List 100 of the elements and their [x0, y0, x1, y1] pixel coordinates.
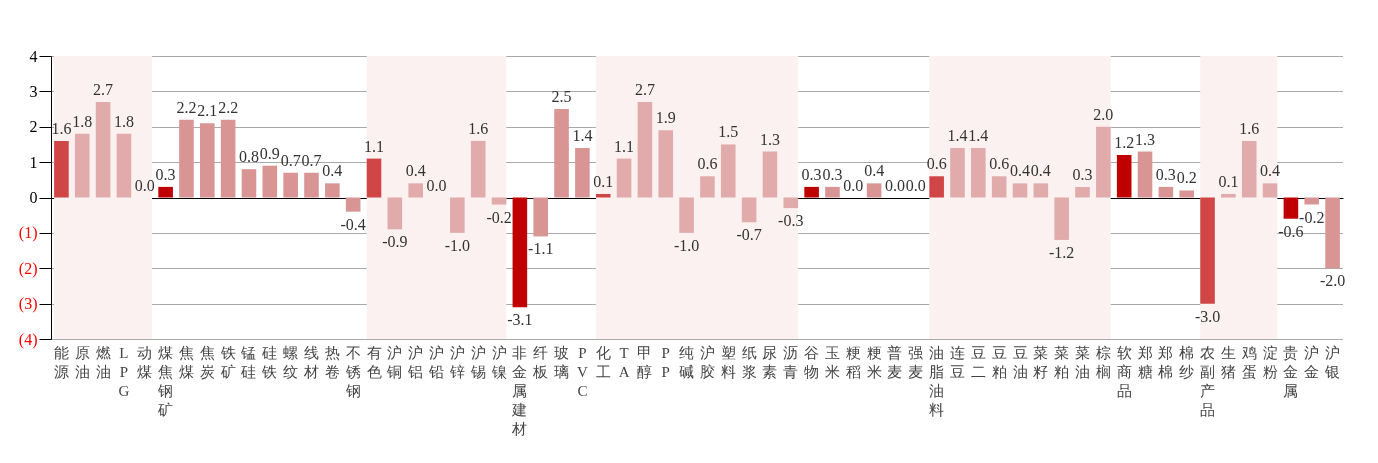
x-tick-label: 螺纹	[283, 344, 299, 380]
bar	[200, 123, 215, 198]
data-label: 1.4	[968, 126, 989, 144]
bar	[54, 140, 69, 198]
x-tick-label: 沪锡	[469, 344, 486, 380]
data-label: -0.2	[486, 208, 512, 226]
bar	[179, 119, 194, 198]
data-label: -0.7	[736, 226, 762, 244]
x-tick-label: 原油	[74, 344, 90, 380]
data-label: -2.0	[1319, 272, 1346, 290]
bar	[408, 183, 423, 198]
data-label: 1.3	[759, 130, 780, 148]
x-tick-label: 粳稻	[845, 344, 861, 380]
data-label: 1.5	[718, 123, 739, 141]
y-tick-label: 3	[29, 82, 38, 100]
bar	[1096, 126, 1111, 198]
x-tick-label: 甲醇	[637, 344, 653, 380]
bar	[450, 197, 465, 233]
bar	[700, 176, 715, 198]
y-tick-label: (1)	[18, 224, 38, 243]
bar	[616, 158, 632, 198]
x-tick-label: 沪胶	[699, 344, 715, 380]
data-label: 0.0	[905, 176, 926, 194]
x-tick-label: 化工	[595, 344, 611, 380]
data-label: 1.2	[1114, 134, 1135, 152]
x-tick-label: 沪银	[1324, 344, 1341, 380]
data-label: 0.4	[864, 162, 885, 180]
data-label: 0.9	[259, 144, 280, 162]
bar	[74, 133, 90, 198]
x-tick-label: 锰硅	[240, 344, 257, 380]
data-label: 1.4	[572, 126, 593, 144]
bar	[971, 147, 986, 198]
x-tick-label: 贵金属	[1283, 344, 1299, 399]
data-label: 1.6	[468, 119, 489, 137]
x-tick-label: 热卷	[324, 344, 340, 380]
x-tick-label: 菜粕	[1054, 344, 1070, 380]
data-label: 2.2	[218, 98, 239, 116]
data-label: 1.6	[51, 119, 72, 137]
data-label: 0.4	[405, 162, 426, 180]
data-label: 0.0	[426, 176, 447, 194]
bar	[804, 186, 819, 198]
data-label: 0.3	[1072, 165, 1093, 183]
data-label: 1.6	[1239, 119, 1260, 137]
bar	[929, 176, 944, 198]
bar	[720, 144, 736, 198]
x-tick-label: 纯碱	[679, 344, 695, 380]
y-tick-label: 4	[29, 47, 38, 65]
bar	[1200, 197, 1215, 304]
x-tick-label: 软商品	[1116, 344, 1132, 399]
bar	[533, 197, 548, 237]
x-tick-label: 塑料	[720, 344, 736, 380]
bar	[1116, 155, 1132, 198]
x-tick-label: 焦炭	[199, 344, 215, 380]
bar	[575, 147, 590, 198]
x-tick-label: 焦煤	[178, 344, 194, 380]
bar	[1075, 186, 1090, 198]
x-tick-label: 菜油	[1075, 344, 1091, 380]
bar	[825, 186, 840, 198]
bar	[1262, 183, 1278, 198]
bar	[262, 165, 278, 198]
bar	[1033, 183, 1049, 198]
bar	[783, 197, 799, 209]
x-tick-label: 非金属建材	[511, 344, 528, 437]
data-label: 0.0	[843, 176, 864, 194]
x-tick-label: 动煤	[137, 344, 153, 380]
bar	[741, 197, 757, 223]
bar	[866, 183, 882, 198]
x-tick-label: 棉纱	[1179, 344, 1195, 380]
data-label: 2.1	[197, 102, 218, 120]
data-label: 1.1	[614, 137, 635, 155]
bar	[1012, 183, 1028, 198]
x-tick-label: 沪镍	[490, 344, 507, 380]
bar	[637, 101, 653, 198]
bar	[762, 151, 778, 198]
x-tick-label: TA	[618, 344, 630, 380]
bar	[679, 197, 694, 233]
data-label: 0.4	[322, 162, 343, 180]
data-label: 2.7	[93, 80, 114, 98]
data-label: 0.8	[238, 148, 259, 166]
x-tick-label: 沪铜	[386, 344, 403, 380]
data-label: 0.3	[155, 165, 176, 183]
bar	[554, 109, 569, 198]
data-label: 2.0	[1093, 105, 1114, 123]
bar	[325, 183, 340, 198]
data-label: -1.0	[444, 236, 471, 254]
x-tick-label: 有色	[366, 344, 382, 380]
x-tick-label: 沪铝	[407, 344, 424, 380]
x-tick-label: 鸡蛋	[1240, 344, 1257, 380]
bar	[345, 197, 361, 212]
x-tick-label: 燃油	[95, 344, 111, 380]
data-label: 0.6	[926, 155, 947, 173]
bar	[1283, 197, 1299, 219]
x-tick-label: 能源	[53, 344, 69, 380]
bar	[1137, 151, 1153, 198]
x-tick-label: 煤焦钢矿	[157, 344, 174, 418]
y-tick-label: 2	[29, 118, 38, 136]
x-tick-label: 铁矿	[219, 344, 236, 380]
x-tick-label: 沪铅	[428, 344, 445, 380]
data-label: 1.4	[947, 126, 968, 144]
y-tick-label: 0	[29, 189, 38, 206]
